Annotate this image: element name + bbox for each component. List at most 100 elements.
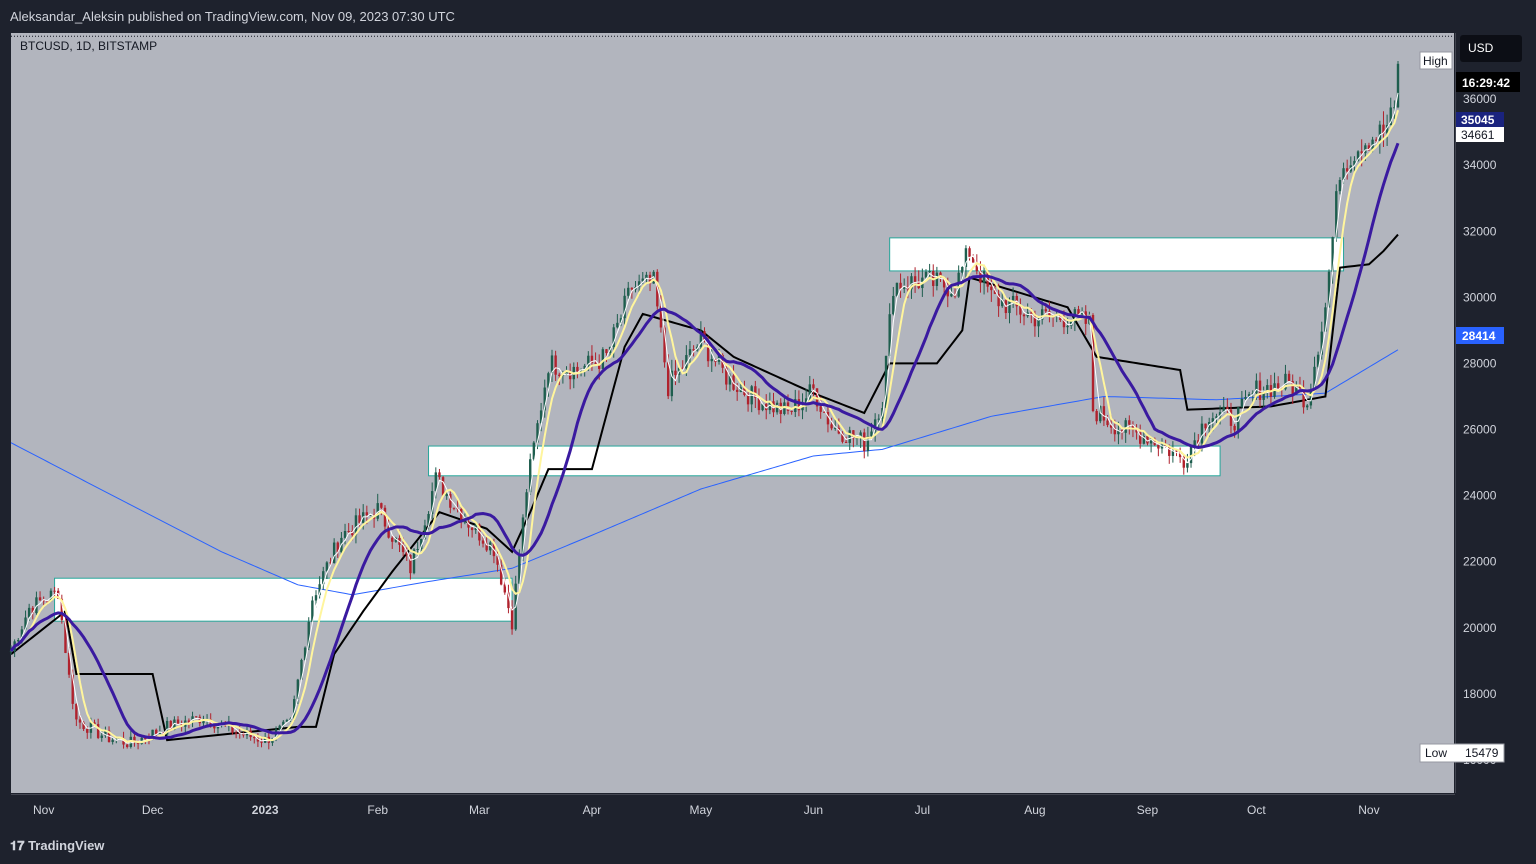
candle-body [1233,425,1236,431]
candle-body [1030,312,1033,314]
candle-body [332,542,336,564]
candle-body [1335,191,1338,238]
candle-body [1197,440,1200,444]
candle-body [1237,407,1240,431]
candle-body [64,620,67,653]
candle-body [735,389,739,392]
time-tick-label: Dec [142,803,163,817]
ma-slow-line [10,233,1399,742]
candle-body [78,719,82,723]
candle-body [968,248,971,257]
candle-body [1364,145,1367,154]
candle-body [1240,398,1244,408]
high-label-box [1419,51,1453,70]
candle-body [42,600,45,602]
candle-body [1171,450,1175,456]
time-tick-label: Aug [1024,803,1045,817]
candle-body [1160,444,1164,449]
time-tick-label: 2023 [252,803,279,817]
candle-body [641,278,644,282]
candle-body [681,367,684,369]
time-tick-label: Nov [1358,803,1379,817]
candle-body [300,659,303,680]
candle-body [278,725,281,730]
candle-body [986,271,989,287]
time-axis[interactable] [11,794,1455,825]
candle-body [242,733,245,736]
time-tick-label: Apr [583,803,602,817]
candle-body [293,699,296,719]
candle-body [746,394,750,405]
candle-body [38,597,42,601]
price-tick-label: 26000 [1463,423,1497,437]
candle-body [565,372,568,374]
candle-body [935,272,939,286]
price-tick-label: 32000 [1463,224,1497,238]
candle-body [612,327,615,347]
candle-body [1040,309,1044,320]
ma-fast-line [10,109,1399,744]
candle-body [1385,125,1389,134]
plot-area[interactable] [11,33,1454,793]
candle-body [231,722,234,733]
publisher-text: Aleksandar_Aleksin published on TradingV… [10,9,455,24]
candle-body [151,729,154,740]
candle-body [1218,412,1222,417]
candle-body [1204,423,1207,429]
candle-body [1342,168,1345,180]
candle-body [1266,385,1269,393]
candle-body [870,431,873,437]
candle-body [282,721,285,726]
currency-button[interactable]: USD [1460,35,1522,62]
candle-body [17,640,20,642]
candle-body [1142,435,1146,444]
candle-body [993,290,997,294]
candle-body [329,562,332,564]
candle-body [1091,315,1095,411]
candle-body [1396,63,1400,108]
candle-body [895,282,899,296]
candle-body [598,363,601,369]
candle-body [1120,430,1124,433]
candle-body [187,720,191,723]
candle-body [125,744,129,747]
candle-body [1128,420,1131,425]
candle-body [529,459,532,493]
candle-body [1095,410,1098,422]
candle-body [420,538,423,549]
candle-body [510,608,514,630]
candle-body [369,514,372,516]
time-tick-label: Jun [804,803,823,817]
publisher-bar: Aleksandar_Aleksin published on TradingV… [0,0,1536,32]
candle-body [583,365,586,372]
low-value: 15479 [1465,746,1499,760]
candle-body [1124,420,1127,433]
candle-body [928,271,931,273]
candle-body [427,513,430,526]
candle-body [884,355,888,409]
candle-body [1393,107,1396,109]
price-axis[interactable] [1455,33,1526,793]
candle-body [765,403,768,411]
candle-body [60,598,64,621]
candle-body [797,399,801,411]
candle-body [706,340,710,362]
candle-body [990,286,993,291]
ma-mid-line [9,142,1400,740]
candle-body [1247,394,1251,398]
candle-body [623,295,626,319]
candle-body [169,720,172,730]
candle-body [1146,435,1149,444]
candle-body [997,293,1000,307]
candle-body [1066,325,1069,328]
candle-body [24,617,27,630]
candle-body [1389,107,1392,126]
candle-body [1044,309,1048,312]
candle-body [1135,429,1138,433]
candle-body [1316,354,1320,367]
price-tag-label: 34661 [1461,128,1495,142]
candle-body [794,399,797,412]
candle-body [503,584,507,593]
candle-body [674,370,677,376]
candle-body [409,554,412,574]
